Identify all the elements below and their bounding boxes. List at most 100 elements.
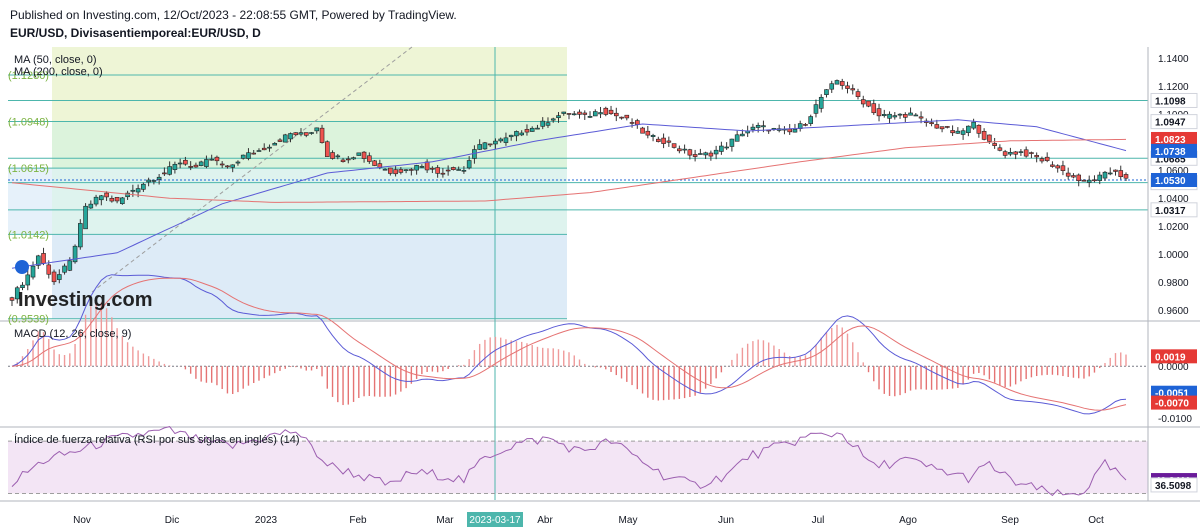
candle-body <box>845 85 850 89</box>
candle-body <box>109 197 115 202</box>
candle-body <box>440 172 446 175</box>
candle-body <box>88 203 94 209</box>
candle-body <box>976 124 982 134</box>
candle-body <box>240 154 246 159</box>
x-tick-label: Ago <box>899 515 917 526</box>
candle-body <box>172 163 178 170</box>
x-tick-label: Abr <box>537 515 553 526</box>
candle-body <box>235 161 241 164</box>
candle-body <box>1123 174 1129 179</box>
level-value-tag-bg <box>1150 202 1198 218</box>
candle-body <box>656 138 661 142</box>
candle-body <box>813 104 819 114</box>
candle-body <box>839 81 845 86</box>
candle-body <box>309 132 314 134</box>
ma200-line <box>11 138 1127 203</box>
price-value-tag: 1.0947 <box>1155 118 1186 129</box>
candle-body <box>330 152 335 159</box>
candle-body <box>1102 171 1108 179</box>
x-tick-label: Feb <box>349 515 367 526</box>
candle-body <box>1002 151 1008 156</box>
candle-body <box>850 88 856 91</box>
candle-body <box>151 180 157 182</box>
candle-body <box>1065 172 1071 177</box>
candle-body <box>603 107 609 115</box>
candle-body <box>214 156 220 162</box>
macd-tick-label: -0.0100 <box>1158 414 1192 425</box>
rsi-title: Índice de fuerza relativa (RSI por sus s… <box>14 433 300 446</box>
candle-body <box>1055 165 1060 169</box>
candle-body <box>288 133 293 140</box>
candle-body <box>146 179 151 183</box>
candle-body <box>1050 164 1055 167</box>
candle-body <box>1023 149 1029 157</box>
candle-body <box>955 130 961 134</box>
macd-value-tag: -0.0051 <box>1155 389 1189 400</box>
candle-body <box>382 168 388 171</box>
candle-body <box>361 151 367 159</box>
price-tick-label: 1.1400 <box>1158 54 1189 65</box>
candle-body <box>167 166 172 175</box>
candle-body <box>62 265 67 273</box>
candle-body <box>56 274 62 280</box>
candle-body <box>698 153 703 155</box>
candle-body <box>992 143 997 146</box>
candle-body <box>340 159 346 163</box>
signal-line <box>11 277 1127 411</box>
macd-value-tag-bg <box>1151 395 1197 410</box>
candle-body <box>367 155 372 162</box>
candle-body <box>430 167 435 170</box>
candle-body <box>918 116 924 119</box>
fib-zone <box>8 168 52 235</box>
candle-body <box>351 157 356 160</box>
candle-body <box>487 143 493 146</box>
fib-zone <box>52 47 567 75</box>
price-value-tag: 1.0823 <box>1155 135 1186 146</box>
candle-body <box>114 196 120 202</box>
candle-body <box>550 118 556 121</box>
candle-body <box>282 134 288 143</box>
candle-body <box>1029 152 1034 154</box>
price-value-tag: 1.0738 <box>1155 147 1186 158</box>
candle-body <box>246 152 251 159</box>
candle-body <box>356 152 362 156</box>
candle-body <box>1008 152 1013 155</box>
fib-level-label: (1.0615) <box>8 163 49 175</box>
level-value-tag: 1.0685 <box>1155 154 1186 165</box>
candle-body <box>529 127 535 132</box>
candle-body <box>866 100 871 107</box>
candle-body <box>99 195 104 201</box>
macd-value-tag: -0.0070 <box>1155 399 1189 410</box>
candle-body <box>1092 179 1097 182</box>
candle-body <box>298 132 304 135</box>
candle-body <box>666 140 672 143</box>
candle-body <box>855 91 861 97</box>
candle-body <box>256 150 262 152</box>
candle-body <box>435 167 440 174</box>
candle-body <box>104 192 109 198</box>
candle-body <box>545 122 551 126</box>
candle-body <box>219 163 225 166</box>
candle-body <box>556 115 561 119</box>
candle-body <box>78 223 83 248</box>
x-tick-label: May <box>619 515 638 526</box>
price-value-tag: 1.0530 <box>1155 176 1186 187</box>
candle-body <box>267 146 272 149</box>
candle-body <box>188 166 193 168</box>
candle-body <box>671 143 677 148</box>
candle-body <box>314 127 320 132</box>
candle-body <box>929 122 934 125</box>
candle-body <box>1039 158 1045 162</box>
candle-body <box>876 108 882 117</box>
fib-zone <box>52 75 567 122</box>
candle-body <box>162 172 167 175</box>
candle-body <box>713 149 719 155</box>
candle-body <box>860 99 866 105</box>
candle-body <box>561 111 567 114</box>
price-tick-label: 1.0400 <box>1158 194 1189 205</box>
candle-body <box>640 127 645 134</box>
macd-value-tag: 0.0019 <box>1155 352 1186 363</box>
x-tick-label: Oct <box>1088 515 1104 526</box>
candle-body <box>703 152 708 156</box>
level-value-tag-bg <box>1150 92 1198 108</box>
